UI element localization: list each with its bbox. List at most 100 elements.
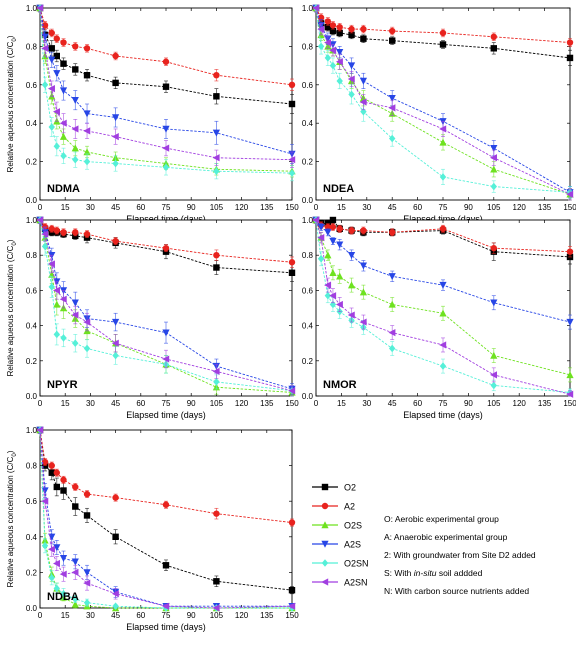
data-point bbox=[83, 72, 91, 79]
data-point bbox=[490, 154, 497, 162]
data-point bbox=[83, 512, 91, 519]
data-point bbox=[53, 108, 60, 116]
y-tick-label: 1.0 bbox=[26, 426, 38, 435]
data-point bbox=[41, 541, 49, 550]
panel-label: NPYR bbox=[47, 379, 78, 391]
data-point bbox=[72, 483, 79, 491]
data-point bbox=[329, 292, 337, 300]
data-point bbox=[335, 58, 343, 66]
data-point bbox=[439, 309, 447, 317]
data-point bbox=[112, 237, 119, 245]
data-point bbox=[388, 95, 396, 103]
data-point bbox=[288, 519, 296, 526]
data-point bbox=[490, 182, 497, 191]
note-nutrients: N: With carbon source nutrients added bbox=[384, 586, 529, 596]
data-point bbox=[53, 300, 61, 308]
data-point bbox=[288, 269, 296, 276]
data-point bbox=[53, 330, 60, 339]
data-point bbox=[71, 311, 79, 319]
data-point bbox=[72, 339, 79, 347]
data-point bbox=[490, 244, 497, 252]
series-line bbox=[39, 7, 293, 86]
x-tick-label: 90 bbox=[187, 611, 196, 620]
data-point bbox=[288, 81, 296, 89]
data-point bbox=[324, 38, 332, 47]
x-tick-label: 30 bbox=[86, 399, 95, 408]
data-point bbox=[83, 148, 91, 156]
data-point bbox=[60, 487, 67, 494]
data-point bbox=[288, 602, 296, 610]
data-point bbox=[317, 254, 325, 263]
data-point bbox=[47, 85, 55, 93]
data-point bbox=[336, 29, 343, 37]
data-point bbox=[162, 501, 170, 508]
data-point bbox=[72, 43, 79, 50]
data-point bbox=[60, 152, 67, 160]
legend-item-a2sn: A2SN bbox=[312, 578, 368, 588]
data-point bbox=[329, 223, 337, 231]
data-point bbox=[348, 25, 355, 33]
data-point bbox=[212, 154, 220, 162]
data-point bbox=[212, 604, 220, 612]
data-point bbox=[566, 248, 574, 255]
data-point bbox=[162, 329, 170, 337]
data-point bbox=[389, 37, 396, 44]
data-point bbox=[83, 569, 91, 577]
x-tick-label: 0 bbox=[38, 399, 43, 408]
data-point bbox=[388, 273, 396, 281]
data-point bbox=[48, 573, 55, 582]
data-point bbox=[71, 568, 79, 576]
y-tick-label: 0.8 bbox=[26, 462, 38, 471]
data-point bbox=[288, 259, 296, 266]
data-point bbox=[41, 22, 49, 29]
data-point bbox=[162, 562, 170, 569]
data-point bbox=[347, 62, 356, 70]
panel-ndea: 0 15 30 45 60 75 90 105 120 135 150 0.0 0.2 0.4 0.6 0.8… bbox=[302, 4, 576, 224]
x-tick-label: 60 bbox=[413, 399, 422, 408]
data-point bbox=[324, 18, 332, 25]
y-tick-label: 0.0 bbox=[302, 196, 314, 205]
data-point bbox=[41, 458, 49, 466]
data-point bbox=[83, 157, 91, 166]
data-point bbox=[324, 281, 332, 289]
data-point bbox=[60, 229, 67, 236]
data-point bbox=[329, 269, 337, 276]
data-point bbox=[83, 230, 91, 238]
data-point bbox=[388, 300, 396, 308]
legend-marker bbox=[321, 483, 329, 491]
y-axis-label: Relative aqueous concentration (C/C0) bbox=[6, 450, 18, 587]
data-point bbox=[112, 494, 119, 501]
x-tick-label: 75 bbox=[162, 611, 171, 620]
x-tick-label: 90 bbox=[464, 399, 473, 408]
data-point bbox=[566, 390, 574, 398]
data-point bbox=[439, 138, 447, 146]
series-line bbox=[39, 7, 293, 161]
data-point bbox=[490, 371, 497, 379]
data-point bbox=[389, 27, 396, 35]
x-tick-label: 90 bbox=[187, 203, 196, 212]
x-axis-label: Elapsed time (days) bbox=[126, 410, 206, 420]
x-tick-label: 15 bbox=[61, 611, 70, 620]
data-point bbox=[111, 133, 119, 141]
data-point bbox=[60, 589, 67, 598]
data-point bbox=[71, 125, 79, 133]
x-tick-label: 120 bbox=[235, 203, 249, 212]
x-tick-label: 30 bbox=[362, 399, 371, 408]
y-tick-label: 0.0 bbox=[302, 392, 314, 401]
data-point bbox=[53, 469, 60, 476]
y-tick-label: 0.8 bbox=[26, 251, 38, 260]
data-point bbox=[60, 334, 67, 342]
data-point bbox=[59, 87, 68, 95]
data-point bbox=[348, 227, 355, 234]
panel-label: NMOR bbox=[323, 379, 357, 391]
data-point bbox=[41, 81, 49, 89]
data-point bbox=[288, 100, 296, 108]
x-tick-label: 30 bbox=[362, 203, 371, 212]
data-point bbox=[312, 216, 320, 224]
data-point bbox=[36, 4, 44, 12]
x-axis-label: Elapsed time (days) bbox=[403, 410, 483, 420]
data-point bbox=[72, 503, 79, 510]
y-tick-label: 1.0 bbox=[302, 4, 314, 13]
legend-label: O2SN bbox=[344, 559, 369, 569]
data-point bbox=[72, 595, 79, 603]
